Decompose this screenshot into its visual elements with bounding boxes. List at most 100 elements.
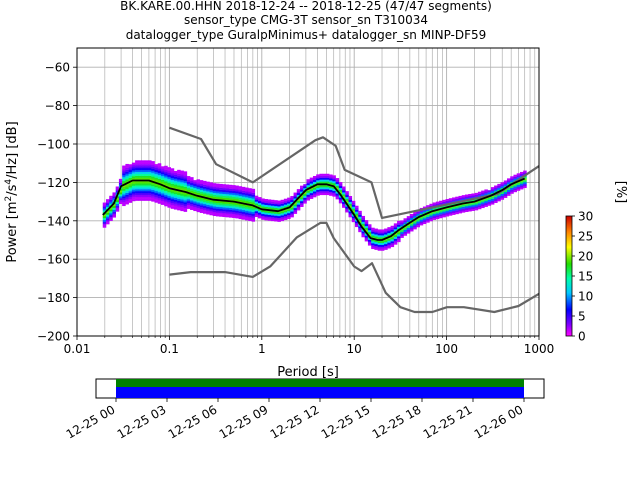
histogram-cell: [241, 204, 246, 207]
histogram-cell: [319, 173, 323, 176]
histogram-cell: [144, 164, 149, 167]
histogram-cell: [332, 192, 336, 195]
histogram-cell: [138, 185, 142, 188]
histogram-cell: [345, 206, 349, 209]
histogram-cell: [173, 190, 178, 193]
histogram-cell: [364, 229, 369, 232]
histogram-cell: [519, 185, 524, 188]
histogram-cell: [474, 206, 479, 209]
histogram-cell: [177, 187, 181, 190]
histogram-cell: [183, 207, 188, 210]
histogram-cell: [199, 183, 204, 187]
histogram-cell: [510, 187, 514, 190]
histogram-cell: [397, 234, 401, 237]
histogram-cell: [245, 208, 249, 211]
histogram-cell: [468, 199, 472, 202]
histogram-cell: [335, 178, 340, 181]
histogram-cell: [112, 205, 116, 208]
histogram-cell: [105, 218, 110, 221]
histogram-cell: [267, 207, 272, 210]
histogram-cell: [393, 227, 398, 230]
histogram-cell: [484, 202, 488, 205]
histogram-cell: [183, 194, 188, 197]
histogram-cell: [131, 164, 136, 167]
histogram-cell: [203, 207, 207, 210]
histogram-cell: [235, 202, 239, 205]
histogram-cell: [448, 200, 453, 203]
histogram-cell: [361, 229, 366, 232]
y-tick-label: −100: [37, 138, 70, 152]
histogram-cell: [422, 210, 427, 213]
histogram-cell: [154, 173, 159, 176]
histogram-cell: [500, 193, 505, 196]
histogram-cell: [445, 208, 450, 211]
histogram-cell: [196, 196, 201, 199]
histogram-cell: [280, 211, 285, 214]
histogram-cell: [293, 209, 298, 212]
histogram-cell: [426, 218, 430, 221]
histogram-cell: [131, 172, 136, 175]
histogram-cell: [186, 177, 191, 181]
histogram-cell: [413, 215, 417, 218]
histogram-cell: [513, 178, 518, 181]
histogram-cell: [135, 171, 139, 174]
histogram-cell: [325, 187, 330, 190]
histogram-cell: [167, 199, 171, 202]
histogram-cell: [115, 188, 120, 191]
histogram-cell: [316, 189, 320, 192]
histogram-cell: [235, 208, 239, 211]
histogram-cell: [215, 193, 220, 196]
histogram-cell: [232, 202, 236, 205]
histogram-cell: [519, 171, 524, 175]
histogram-cell: [102, 217, 107, 221]
histogram-cell: [503, 184, 508, 187]
histogram-cell: [125, 188, 129, 192]
histogram-cell: [215, 195, 220, 198]
histogram-cell: [390, 239, 395, 242]
histogram-cell: [148, 194, 152, 197]
histogram-cell: [387, 232, 391, 236]
histogram-cell: [329, 174, 333, 177]
histogram-cell: [157, 174, 162, 177]
histogram-cell: [270, 199, 275, 202]
histogram-cell: [254, 214, 259, 218]
histogram-cell: [325, 179, 330, 182]
histogram-cell: [225, 186, 230, 189]
histogram-cell: [125, 185, 129, 188]
histogram-cell: [322, 191, 327, 194]
histogram-cell: [199, 207, 204, 210]
histogram-cell: [186, 201, 191, 204]
histogram-cell: [397, 226, 401, 229]
histogram-cell: [238, 195, 243, 198]
histogram-cell: [254, 203, 259, 206]
histogram-cell: [316, 191, 320, 194]
timeline-tick-label: 12-25 06: [166, 402, 220, 441]
histogram-cell: [426, 220, 430, 223]
histogram-cell: [105, 212, 110, 215]
histogram-cell: [361, 233, 366, 236]
histogram-cell: [303, 184, 307, 187]
histogram-cell: [355, 205, 359, 208]
histogram-cell: [186, 197, 191, 200]
histogram-cell: [380, 240, 385, 244]
histogram-cell: [112, 198, 116, 201]
histogram-cell: [131, 176, 136, 179]
histogram-cell: [400, 235, 404, 238]
histogram-cell: [128, 191, 133, 194]
histogram-cell: [193, 187, 197, 190]
histogram-cell: [203, 203, 207, 207]
histogram-cell: [351, 210, 356, 213]
histogram-cell: [322, 179, 327, 182]
histogram-cell: [338, 183, 343, 187]
histogram-cell: [245, 206, 249, 209]
histogram-cell: [309, 196, 314, 199]
histogram-cell: [196, 192, 201, 195]
histogram-cell: [261, 215, 265, 218]
histogram-cell: [296, 192, 301, 196]
histogram-cell: [406, 218, 411, 221]
histogram-cell: [287, 211, 291, 214]
histogram-cell: [131, 183, 136, 186]
histogram-cell: [338, 195, 343, 198]
histogram-cell: [316, 180, 320, 183]
